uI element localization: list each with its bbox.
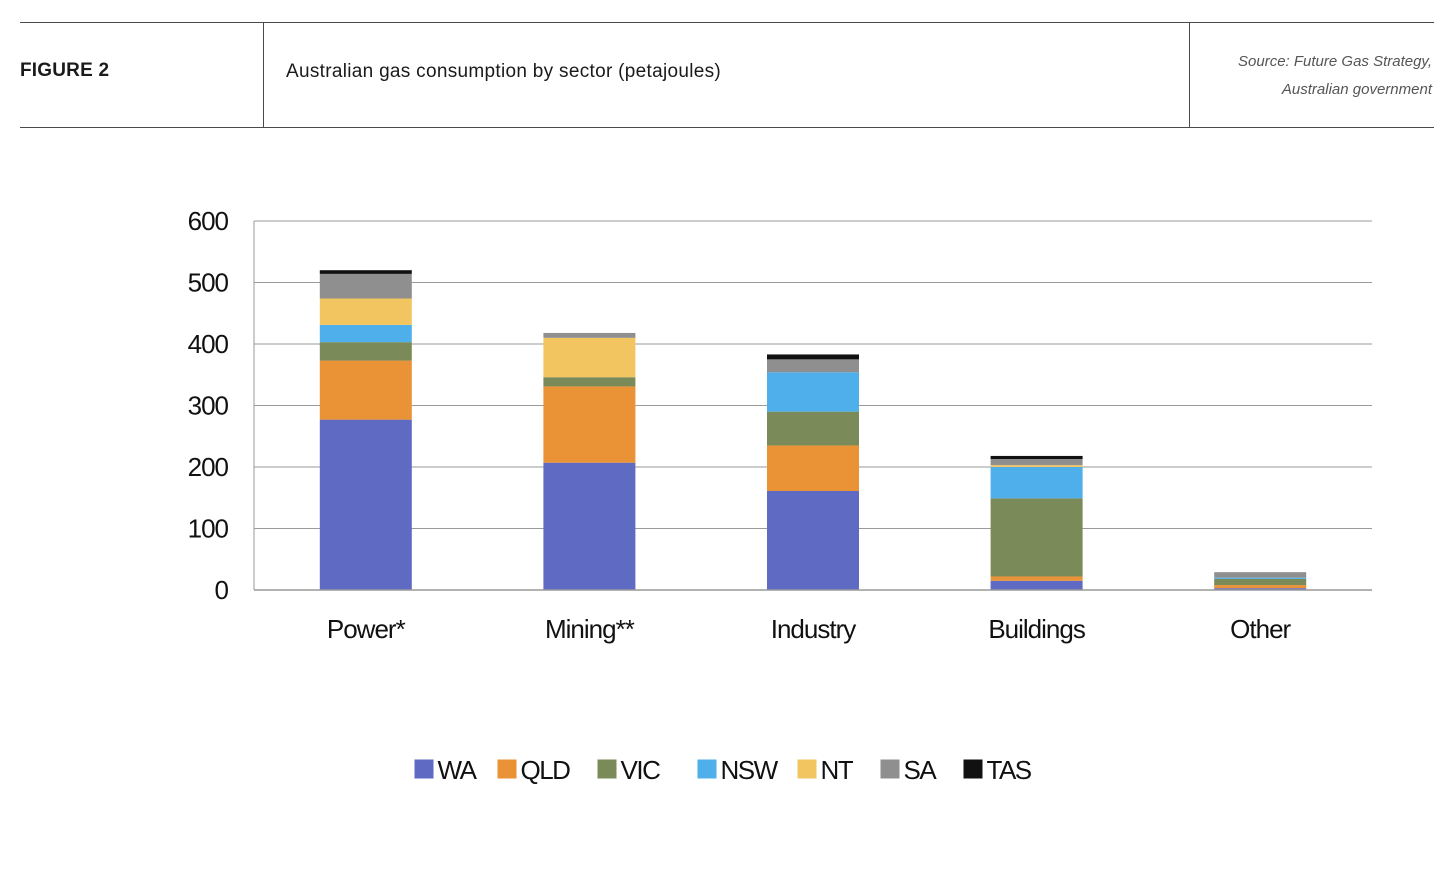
axes: 0 100 200 300 400 500 600 Power* Mining** Industr… <box>188 206 1372 644</box>
bar-segment-wa-2 <box>767 490 859 590</box>
figure-title: Australian gas consumption by sector (pe… <box>286 61 722 82</box>
legend-label-wa: WA <box>438 755 478 785</box>
bar-segment-tas-2 <box>767 354 859 360</box>
header-divider-left <box>263 22 264 128</box>
legend-label-sa: SA <box>904 755 938 785</box>
bar-segment-qld-2 <box>767 445 859 491</box>
bar-segment-vic-0 <box>319 342 412 361</box>
source-line-1: Source: Future Gas Strategy, <box>1238 53 1432 70</box>
bars <box>319 270 1307 590</box>
x-tick-label: Buildings <box>988 614 1086 644</box>
y-tick-label: 400 <box>188 329 229 359</box>
legend-label-nsw: NSW <box>721 755 779 785</box>
bar-segment-sa-1 <box>543 332 636 338</box>
bar-segment-tas-3 <box>990 455 1083 460</box>
bar-segment-wa-0 <box>319 419 412 590</box>
source-line-2: Australian government <box>1281 81 1432 98</box>
bar-segment-tas-0 <box>319 270 412 274</box>
bar-segment-sa-4 <box>1214 572 1307 578</box>
y-tick-label: 300 <box>188 391 229 421</box>
bar-segment-nsw-4 <box>1214 577 1307 579</box>
bar-segment-nt-1 <box>543 337 636 378</box>
bar-segment-vic-2 <box>767 411 859 446</box>
y-tick-label: 0 <box>215 575 229 605</box>
bar-segment-wa-4 <box>1214 588 1307 590</box>
bar-segment-sa-0 <box>319 273 412 299</box>
x-tick-label: Industry <box>771 614 856 644</box>
y-tick-label: 600 <box>188 206 229 236</box>
y-tick-label: 500 <box>188 268 229 298</box>
bar-segment-nsw-2 <box>767 372 859 412</box>
header-top-rule <box>20 22 1434 23</box>
y-tick-label: 100 <box>188 514 229 544</box>
header-divider-right <box>1189 22 1190 128</box>
legend-label-vic: VIC <box>621 755 661 785</box>
legend-swatch-tas <box>963 759 983 779</box>
bar-segment-vic-1 <box>543 377 636 387</box>
legend-label-nt: NT <box>821 755 854 785</box>
legend-swatch-vic <box>597 759 617 779</box>
figure-label: FIGURE 2 <box>20 60 110 81</box>
x-tick-label: Mining** <box>545 614 635 644</box>
bar-segment-wa-3 <box>990 580 1083 590</box>
x-tick-label: Power* <box>327 614 406 644</box>
legend-swatch-nsw <box>697 759 717 779</box>
bar-segment-nt-3 <box>990 465 1083 467</box>
bar-segment-qld-1 <box>543 386 636 463</box>
x-tick-label: Other <box>1230 614 1291 644</box>
bar-segment-nt-0 <box>319 298 412 325</box>
bar-segment-nsw-3 <box>990 467 1083 499</box>
legend-swatch-nt <box>797 759 817 779</box>
bar-segment-qld-0 <box>319 360 412 420</box>
figure-source: Source: Future Gas Strategy, Australian … <box>1202 48 1432 104</box>
bar-segment-vic-4 <box>1214 578 1307 586</box>
bar-segment-nsw-0 <box>319 324 412 343</box>
bar-segment-wa-1 <box>543 462 636 590</box>
y-tick-label: 200 <box>188 452 229 482</box>
legend-label-qld: QLD <box>521 755 571 785</box>
legend: WA QLD VIC NSW NT SA TAS <box>414 755 1033 785</box>
bar-segment-qld-4 <box>1214 585 1307 589</box>
header-bottom-rule <box>20 127 1434 128</box>
legend-label-tas: TAS <box>987 755 1032 785</box>
bar-segment-qld-3 <box>990 576 1083 581</box>
bar-segment-vic-3 <box>990 498 1083 577</box>
bar-segment-sa-3 <box>990 459 1083 466</box>
bar-segment-sa-2 <box>767 359 859 373</box>
legend-swatch-wa <box>414 759 434 779</box>
legend-swatch-qld <box>497 759 517 779</box>
legend-swatch-sa <box>880 759 900 779</box>
